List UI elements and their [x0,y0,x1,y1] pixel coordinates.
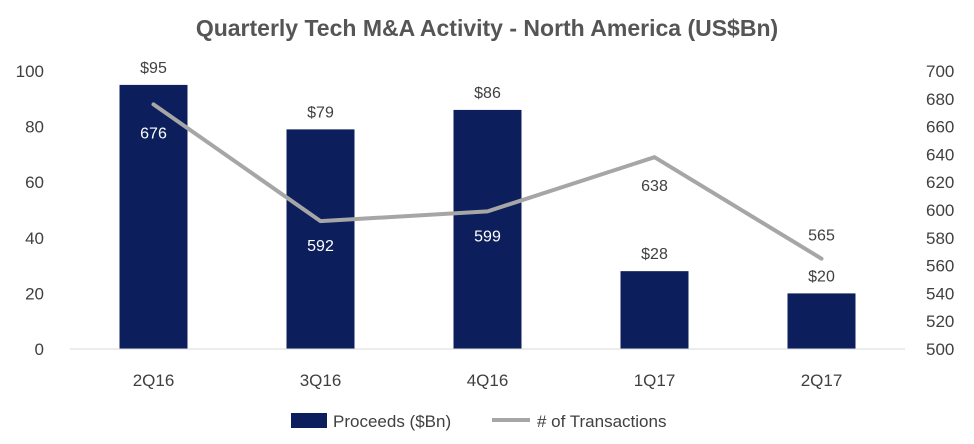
line-labels: 676 592 599 638 565 [140,125,835,255]
right-axis-tick-label: 640 [926,145,954,164]
line-data-label: 599 [474,228,501,245]
right-axis-tick-label: 620 [926,173,954,192]
bar [119,84,188,350]
line-data-label: 565 [808,228,835,245]
bar-series [119,84,856,350]
legend-bar-label: Proceeds ($Bn) [333,412,451,431]
bar [620,271,689,349]
bar-data-label: $28 [641,246,668,263]
right-axis-tick-label: 680 [926,90,954,109]
legend: Proceeds ($Bn) # of Transactions [291,412,666,431]
bar-data-label: $95 [140,60,167,77]
bar-labels: $95 $79 $86 $28 $20 [140,60,835,285]
right-axis-tick-label: 500 [926,340,954,359]
right-axis-tick-label: 660 [926,118,954,137]
category-label: 1Q17 [634,371,676,390]
left-axis-tick-label: 0 [35,340,44,359]
bar [453,109,522,349]
bar-data-label: $20 [808,268,835,285]
line-series [151,102,824,261]
category-label: 2Q17 [801,371,843,390]
legend-line-label: # of Transactions [537,412,666,431]
legend-bar-swatch [291,413,327,428]
line-data-label: 592 [307,238,334,255]
bar-data-label: $86 [474,85,501,102]
right-axis: 500 520 540 560 580 600 620 640 660 680 700 [926,62,954,359]
category-label: 4Q16 [467,371,509,390]
right-axis-tick-label: 580 [926,229,954,248]
right-axis-tick-label: 520 [926,312,954,331]
left-axis-tick-label: 100 [16,62,44,81]
left-axis: 0 20 40 60 80 100 [16,62,44,359]
left-axis-tick-label: 20 [25,284,44,303]
category-axis: 2Q16 3Q16 4Q16 1Q17 2Q17 [70,348,905,390]
right-axis-tick-label: 700 [926,62,954,81]
line-data-label: 676 [140,125,167,142]
chart-title: Quarterly Tech M&A Activity - North Amer… [196,15,778,41]
right-axis-tick-label: 560 [926,257,954,276]
bar-data-label: $79 [307,104,334,121]
line-data-label: 638 [641,178,668,195]
left-axis-tick-label: 40 [25,229,44,248]
bar [787,293,856,349]
category-label: 2Q16 [133,371,175,390]
right-axis-tick-label: 600 [926,201,954,220]
bar [286,129,355,349]
left-axis-tick-label: 60 [25,173,44,192]
right-axis-tick-label: 540 [926,284,954,303]
category-label: 3Q16 [300,371,342,390]
left-axis-tick-label: 80 [25,118,44,137]
